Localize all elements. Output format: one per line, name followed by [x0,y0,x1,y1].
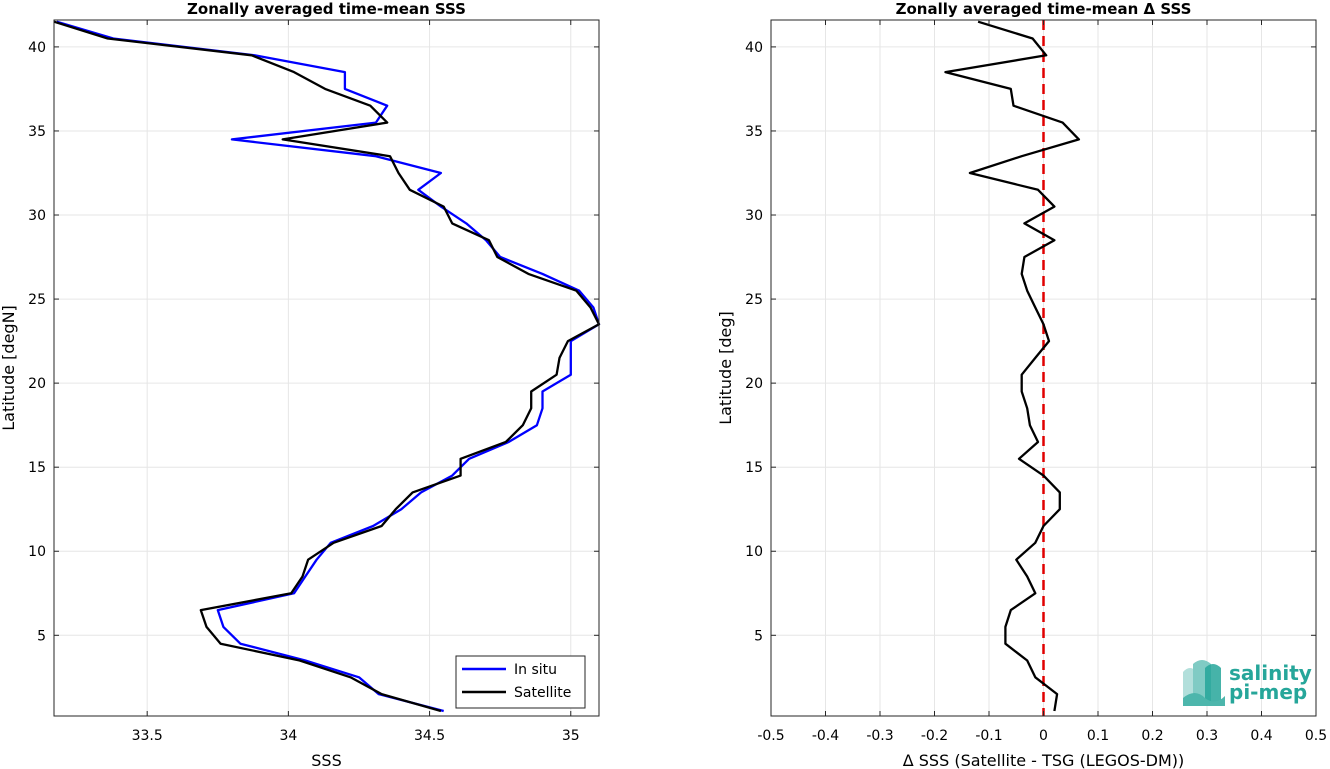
right-x-tick-label: 0.3 [1196,728,1218,744]
left-y-tick-label: 15 [28,460,46,476]
right-y-axis-label: Latitude [deg] [716,311,735,425]
left-y-tick-label: 20 [28,376,46,392]
legend: In situ Satellite [455,655,586,709]
right-y-tick-label: 25 [745,292,763,308]
right-x-tick-label: -0.4 [812,728,839,744]
left-y-tick-label: 25 [28,292,46,308]
left-satellite-line [53,20,601,713]
left-y-tick-label: 5 [37,628,46,644]
left-panel: 33.5 34 34.5 35 5 10 15 20 25 30 35 40 Zonally avera… [0,0,601,769]
logo-line1: salinity [1229,661,1312,685]
left-y-tick-label: 35 [28,124,46,140]
right-x-tick-label: 0.5 [1305,728,1327,744]
left-chart-title: Zonally averaged time-mean SSS [187,0,466,18]
right-y-tick-label: 10 [745,544,763,560]
left-x-tick-label: 33.5 [132,728,163,744]
right-x-axis-label: Δ SSS (Satellite - TSG (LEGOS-DM)) [903,751,1185,769]
right-y-tick-label: 15 [745,460,763,476]
left-axes-frame [53,19,600,717]
right-x-tick-label: 0 [1039,728,1048,744]
right-y-tick-label: 20 [745,376,763,392]
right-x-tick-label: 0.1 [1087,728,1109,744]
right-x-tick-label: -0.3 [866,728,893,744]
left-x-tick-label: 34.5 [414,728,445,744]
left-x-tick-label: 35 [562,728,580,744]
right-y-tick-label: 35 [745,124,763,140]
left-x-tick-label: 34 [279,728,297,744]
right-y-tick-label: 40 [745,40,763,56]
left-y-tick-label: 40 [28,40,46,56]
left-plot-area [54,20,599,716]
salinity-pi-mep-logo: salinity pi-mep [1183,660,1312,706]
right-chart-title: Zonally averaged time-mean Δ SSS [896,0,1192,18]
left-x-axis-label: SSS [311,751,341,769]
right-series-0-line [944,20,1081,712]
right-y-tick-label: 30 [745,208,763,224]
logo-waves-icon [1183,660,1225,706]
right-x-tick-label: 0.2 [1141,728,1163,744]
logo-line2: pi-mep [1229,680,1307,704]
legend-box [455,655,586,709]
left-y-tick-label: 30 [28,208,46,224]
left-y-tick-label: 10 [28,544,46,560]
right-x-tick-label: 0.4 [1250,728,1272,744]
right-panel: -0.5 -0.4 -0.3 -0.2 -0.1 0 0.1 0.2 0.3 0.4 0.5 5 10 1… [716,0,1327,769]
right-x-tick-label: -0.2 [921,728,948,744]
legend-label-satellite: Satellite [514,685,571,701]
left-y-axis-label: Latitude [degN] [0,305,18,431]
legend-label-in-situ: In situ [514,662,557,678]
right-y-tick-label: 5 [754,628,763,644]
right-x-tick-label: -0.1 [975,728,1002,744]
right-x-tick-label: -0.5 [757,728,784,744]
